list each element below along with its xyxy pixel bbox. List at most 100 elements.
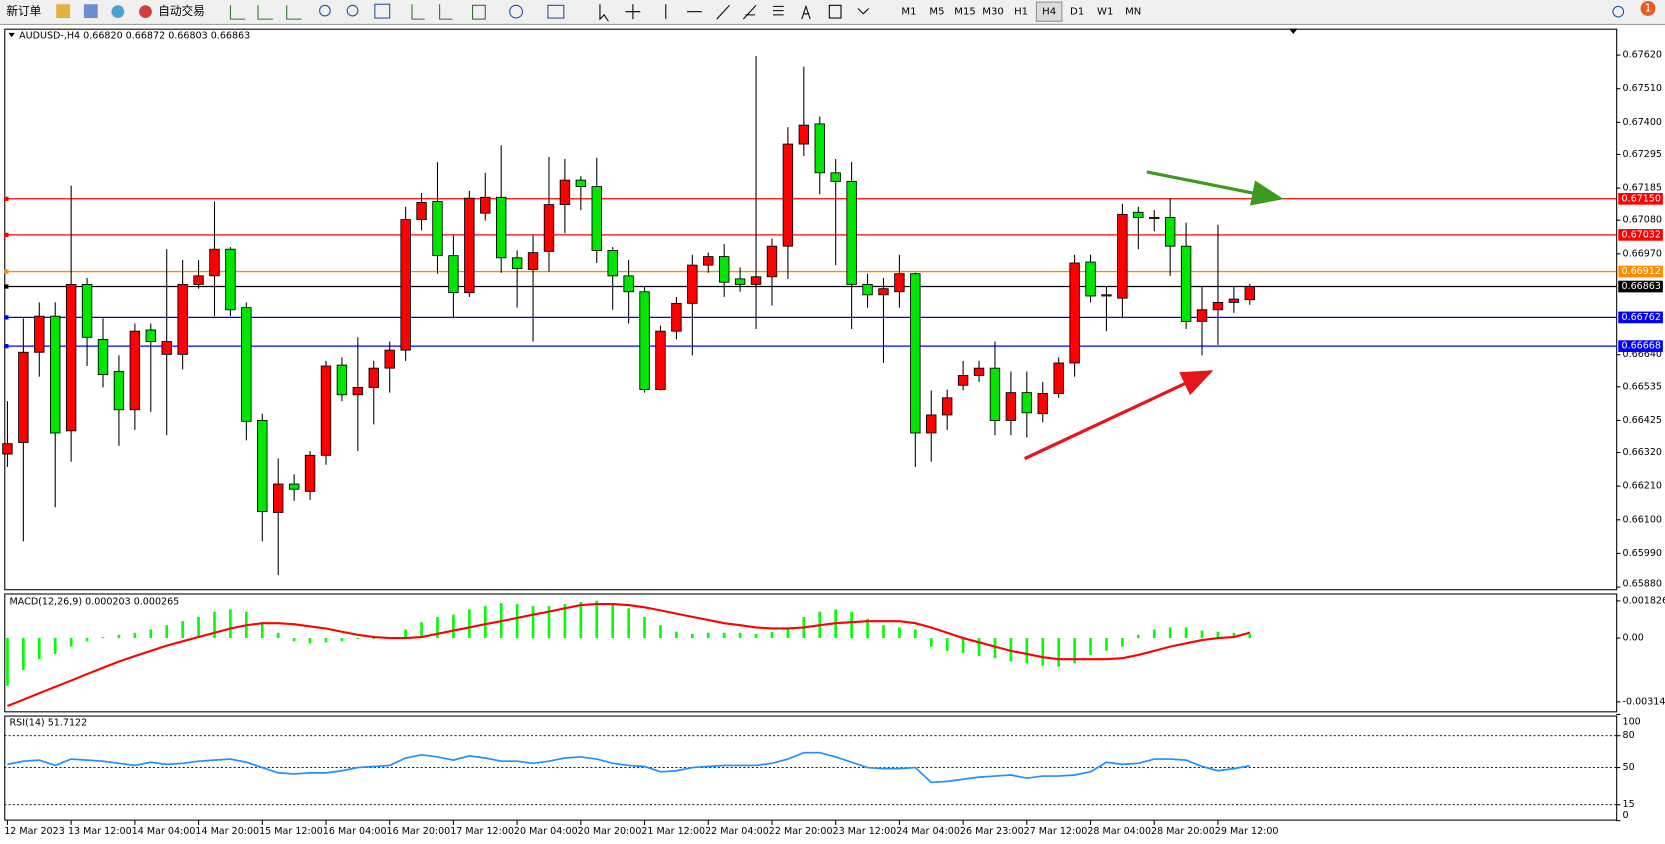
candle-body [320, 365, 332, 456]
candle-body [798, 124, 810, 145]
price-level-tick [4, 232, 9, 237]
candle-body [527, 252, 539, 270]
candle-body [766, 245, 778, 278]
candle-body [543, 204, 555, 252]
timeframe-button[interactable]: M1 [901, 7, 916, 18]
candle-body [2, 443, 13, 455]
icon[interactable] [229, 5, 246, 20]
candle-body [81, 283, 93, 338]
timeframe-button[interactable]: H1 [1014, 7, 1028, 18]
candle-body [448, 255, 459, 294]
icon[interactable] [547, 4, 565, 19]
timeframe-button[interactable]: M30 [982, 7, 1004, 18]
annotation-arrow [1024, 370, 1214, 461]
notification-badge[interactable] [1640, 1, 1656, 16]
x-tick-label: 16 Mar 04:00 [323, 826, 387, 837]
toolbar-bg [0, 0, 1665, 25]
timeframe-button[interactable]: H4 [1042, 7, 1056, 18]
y-tick-label: 0.66100 [1623, 514, 1662, 525]
candle-body [177, 283, 188, 355]
price-level-label: 0.67032 [1621, 229, 1660, 240]
price-level-tag [1618, 192, 1663, 205]
timeframe-button[interactable]: M15 [954, 7, 976, 18]
cursor[interactable] [599, 4, 609, 22]
x-tick-label: 14 Mar 20:00 [195, 826, 259, 837]
y-tick-label: 0.67185 [1623, 183, 1662, 194]
y-tick-label: 0.67400 [1623, 117, 1662, 128]
main-pane [4, 28, 1618, 591]
fibo[interactable] [773, 5, 784, 16]
time-axis: 12 Mar 2023 13 Mar 12:00 14 Mar 04:00 14 Ma… [4, 820, 1279, 837]
icon[interactable] [111, 5, 125, 19]
y-tick-label: 0.67620 [1623, 50, 1662, 61]
x-tick-label: 22 Mar 04:00 [705, 826, 769, 837]
x-tick-label: 24 Mar 04:00 [896, 826, 960, 837]
x-tick-label: 16 Mar 20:00 [387, 826, 451, 837]
zoom-out[interactable] [346, 4, 359, 17]
candle-body [607, 250, 618, 277]
y-tick-label: 0.67080 [1623, 215, 1662, 226]
candle-body [464, 197, 475, 294]
x-tick-label: 12 Mar 2023 [4, 826, 65, 837]
icon[interactable] [439, 4, 453, 20]
price-level-tag [1618, 340, 1663, 352]
price-level-tag [1618, 280, 1663, 293]
candle-body [241, 307, 252, 422]
search[interactable] [1612, 5, 1625, 18]
x-tick-label: 26 Mar 23:00 [960, 826, 1024, 837]
candle-body [1149, 217, 1160, 219]
candle-body [209, 248, 220, 277]
zoom-in[interactable] [319, 4, 331, 17]
icon[interactable] [56, 4, 71, 19]
channel[interactable] [742, 4, 757, 20]
text-tool[interactable] [801, 4, 811, 20]
auto-trading-button[interactable]: 自动交易 [158, 4, 205, 18]
macd-chart: 0.001826 0.00 -0.00314 [6, 595, 1665, 707]
chart-title: AUDUSD-,H4 0.66820 0.66872 0.66803 0.668… [19, 31, 250, 42]
label-tool[interactable] [828, 4, 842, 19]
candle-body [352, 387, 364, 396]
candle-body [129, 330, 141, 411]
macd-signal-line [7, 603, 1251, 707]
x-tick-label: 28 Mar 04:00 [1087, 826, 1151, 837]
price-level-label: 0.66912 [1621, 266, 1660, 277]
arrows-tool[interactable] [857, 8, 869, 15]
rsi-title: RSI(14) 51.7122 [10, 717, 88, 728]
price-level-label: 0.67150 [1621, 193, 1660, 204]
x-tick-label: 17 Mar 12:00 [450, 826, 514, 837]
y-tick-label: 0.001826 [1623, 595, 1665, 606]
price-level-tick [4, 315, 9, 320]
candle-body [750, 276, 762, 285]
icon[interactable] [471, 4, 486, 20]
price-level-tick [4, 196, 9, 201]
y-tick-label: 0.65990 [1623, 548, 1662, 559]
candle-body [416, 202, 427, 221]
annotation-arrow [1146, 170, 1284, 206]
candle-body [894, 273, 905, 293]
candle-body [575, 179, 587, 187]
x-tick-label: 20 Mar 04:00 [514, 826, 578, 837]
candle-body [495, 196, 507, 259]
icon[interactable] [411, 4, 425, 20]
new-order-button[interactable]: 新订单 [6, 4, 41, 18]
candle-body [591, 186, 602, 251]
candle-body [161, 341, 172, 355]
icon[interactable] [257, 5, 273, 20]
timeframe-active [1035, 1, 1063, 22]
timeframe-button[interactable]: MN [1125, 7, 1141, 18]
icon[interactable] [83, 4, 98, 19]
trendline[interactable] [716, 4, 730, 20]
auto-trading-icon[interactable] [139, 5, 152, 19]
price-level-label: 0.66863 [1621, 281, 1660, 292]
icon[interactable] [286, 5, 302, 20]
icon[interactable] [374, 3, 391, 19]
candle-body [655, 330, 666, 390]
x-tick-label: 29 Mar 12:00 [1215, 826, 1279, 837]
icon[interactable] [509, 4, 523, 19]
crosshair[interactable] [625, 4, 641, 20]
timeframe-bar: M1 M5 M15 M30 H1 H4 D1 W1 MN [901, 1, 1141, 22]
timeframe-button[interactable]: D1 [1070, 7, 1084, 18]
timeframe-button[interactable]: W1 [1097, 7, 1113, 18]
candle-body [368, 367, 379, 388]
timeframe-button[interactable]: M5 [929, 7, 944, 18]
